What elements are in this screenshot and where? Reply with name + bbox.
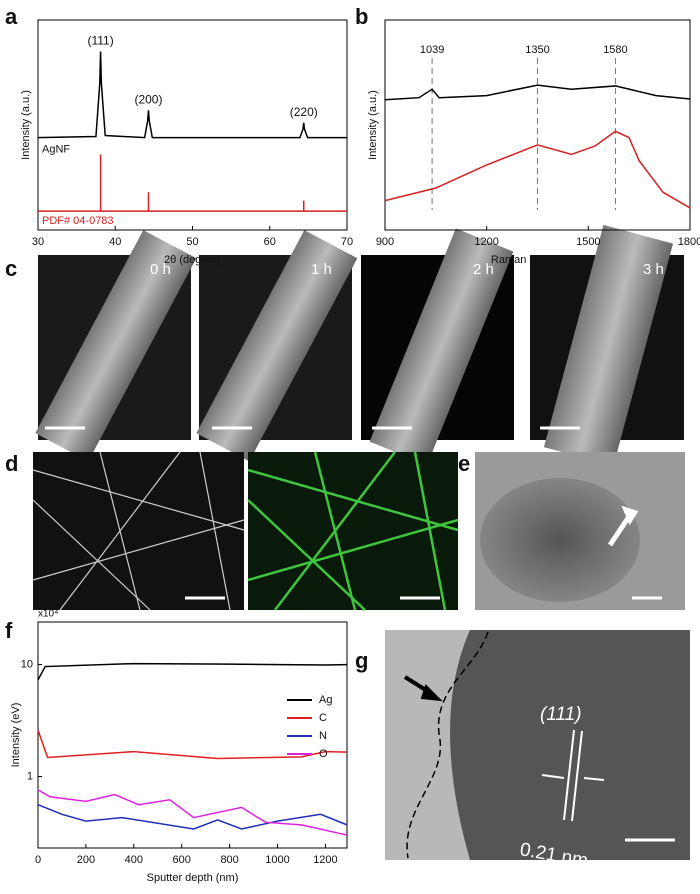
series-line xyxy=(384,130,691,209)
time-label: 2 h xyxy=(473,261,494,278)
legend-label: Ag xyxy=(319,694,332,706)
series-line xyxy=(37,804,348,830)
peak-label: (111) xyxy=(87,34,113,48)
time-label: 3 h xyxy=(643,261,664,278)
x-tick-label: 1800 xyxy=(678,236,700,248)
panel-label: f xyxy=(5,618,13,643)
marker-label: 1039 xyxy=(420,44,444,56)
x-tick-label: 40 xyxy=(109,236,121,248)
series-line xyxy=(37,729,348,760)
x-axis-label: Raman shift (cm⁻¹) xyxy=(491,254,584,266)
series-line xyxy=(37,51,347,139)
x-tick-label: 1500 xyxy=(576,236,600,248)
panel-label: g xyxy=(355,648,368,673)
plot-frame xyxy=(384,19,691,231)
x-tick-label: 400 xyxy=(125,854,143,866)
x-tick-label: 1000 xyxy=(265,854,289,866)
panel-label: a xyxy=(5,4,18,29)
plot-frame xyxy=(37,621,348,849)
y-tick-label: 10 xyxy=(21,658,33,670)
tem-image xyxy=(475,452,685,610)
y-axis-label: Intensity (a.u.) xyxy=(367,90,379,160)
y-multiplier: x10⁴ xyxy=(38,609,58,620)
legend-label: O xyxy=(319,748,328,760)
legend-label: C xyxy=(319,712,327,724)
marker-label: 1350 xyxy=(525,44,549,56)
series-name: AgNF xyxy=(42,144,70,156)
series-line xyxy=(384,84,691,101)
x-tick-label: 60 xyxy=(264,236,276,248)
x-tick-label: 70 xyxy=(341,236,353,248)
panel-label: e xyxy=(458,451,470,476)
plane-label: (111) xyxy=(540,704,582,725)
peak-label: (200) xyxy=(134,92,162,106)
x-tick-label: 200 xyxy=(77,854,95,866)
reference-name: PDF# 04-0783 xyxy=(42,215,114,227)
time-label: 1 h xyxy=(311,261,332,278)
x-tick-label: 30 xyxy=(32,236,44,248)
panel-label: d xyxy=(5,451,18,476)
panel-label: b xyxy=(355,4,368,29)
x-tick-label: 800 xyxy=(220,854,238,866)
x-tick-label: 0 xyxy=(35,854,41,866)
legend-label: N xyxy=(319,730,327,742)
panel-label: c xyxy=(5,256,17,281)
x-axis-label: Sputter depth (nm) xyxy=(147,872,239,884)
sem-images xyxy=(35,224,684,466)
series-line xyxy=(37,662,348,681)
plot-frame xyxy=(37,19,348,231)
y-axis-label: Intensity (a.u.) xyxy=(20,90,32,160)
x-tick-label: 1200 xyxy=(474,236,498,248)
x-tick-label: 600 xyxy=(173,854,191,866)
x-axis-label: 2θ (degree) xyxy=(164,254,221,266)
marker-label: 1580 xyxy=(603,44,627,56)
eds-images xyxy=(32,451,459,611)
time-label: 0 h xyxy=(150,261,171,278)
x-tick-label: 900 xyxy=(376,236,394,248)
series-line xyxy=(37,789,348,836)
y-axis-label: Intensity (eV) xyxy=(10,703,22,768)
x-tick-label: 1200 xyxy=(313,854,337,866)
hrtem-image: (111) 0.21 nm xyxy=(385,630,690,872)
x-tick-label: 50 xyxy=(186,236,198,248)
y-tick-label: 1 xyxy=(27,770,33,782)
peak-label: (220) xyxy=(290,105,318,119)
